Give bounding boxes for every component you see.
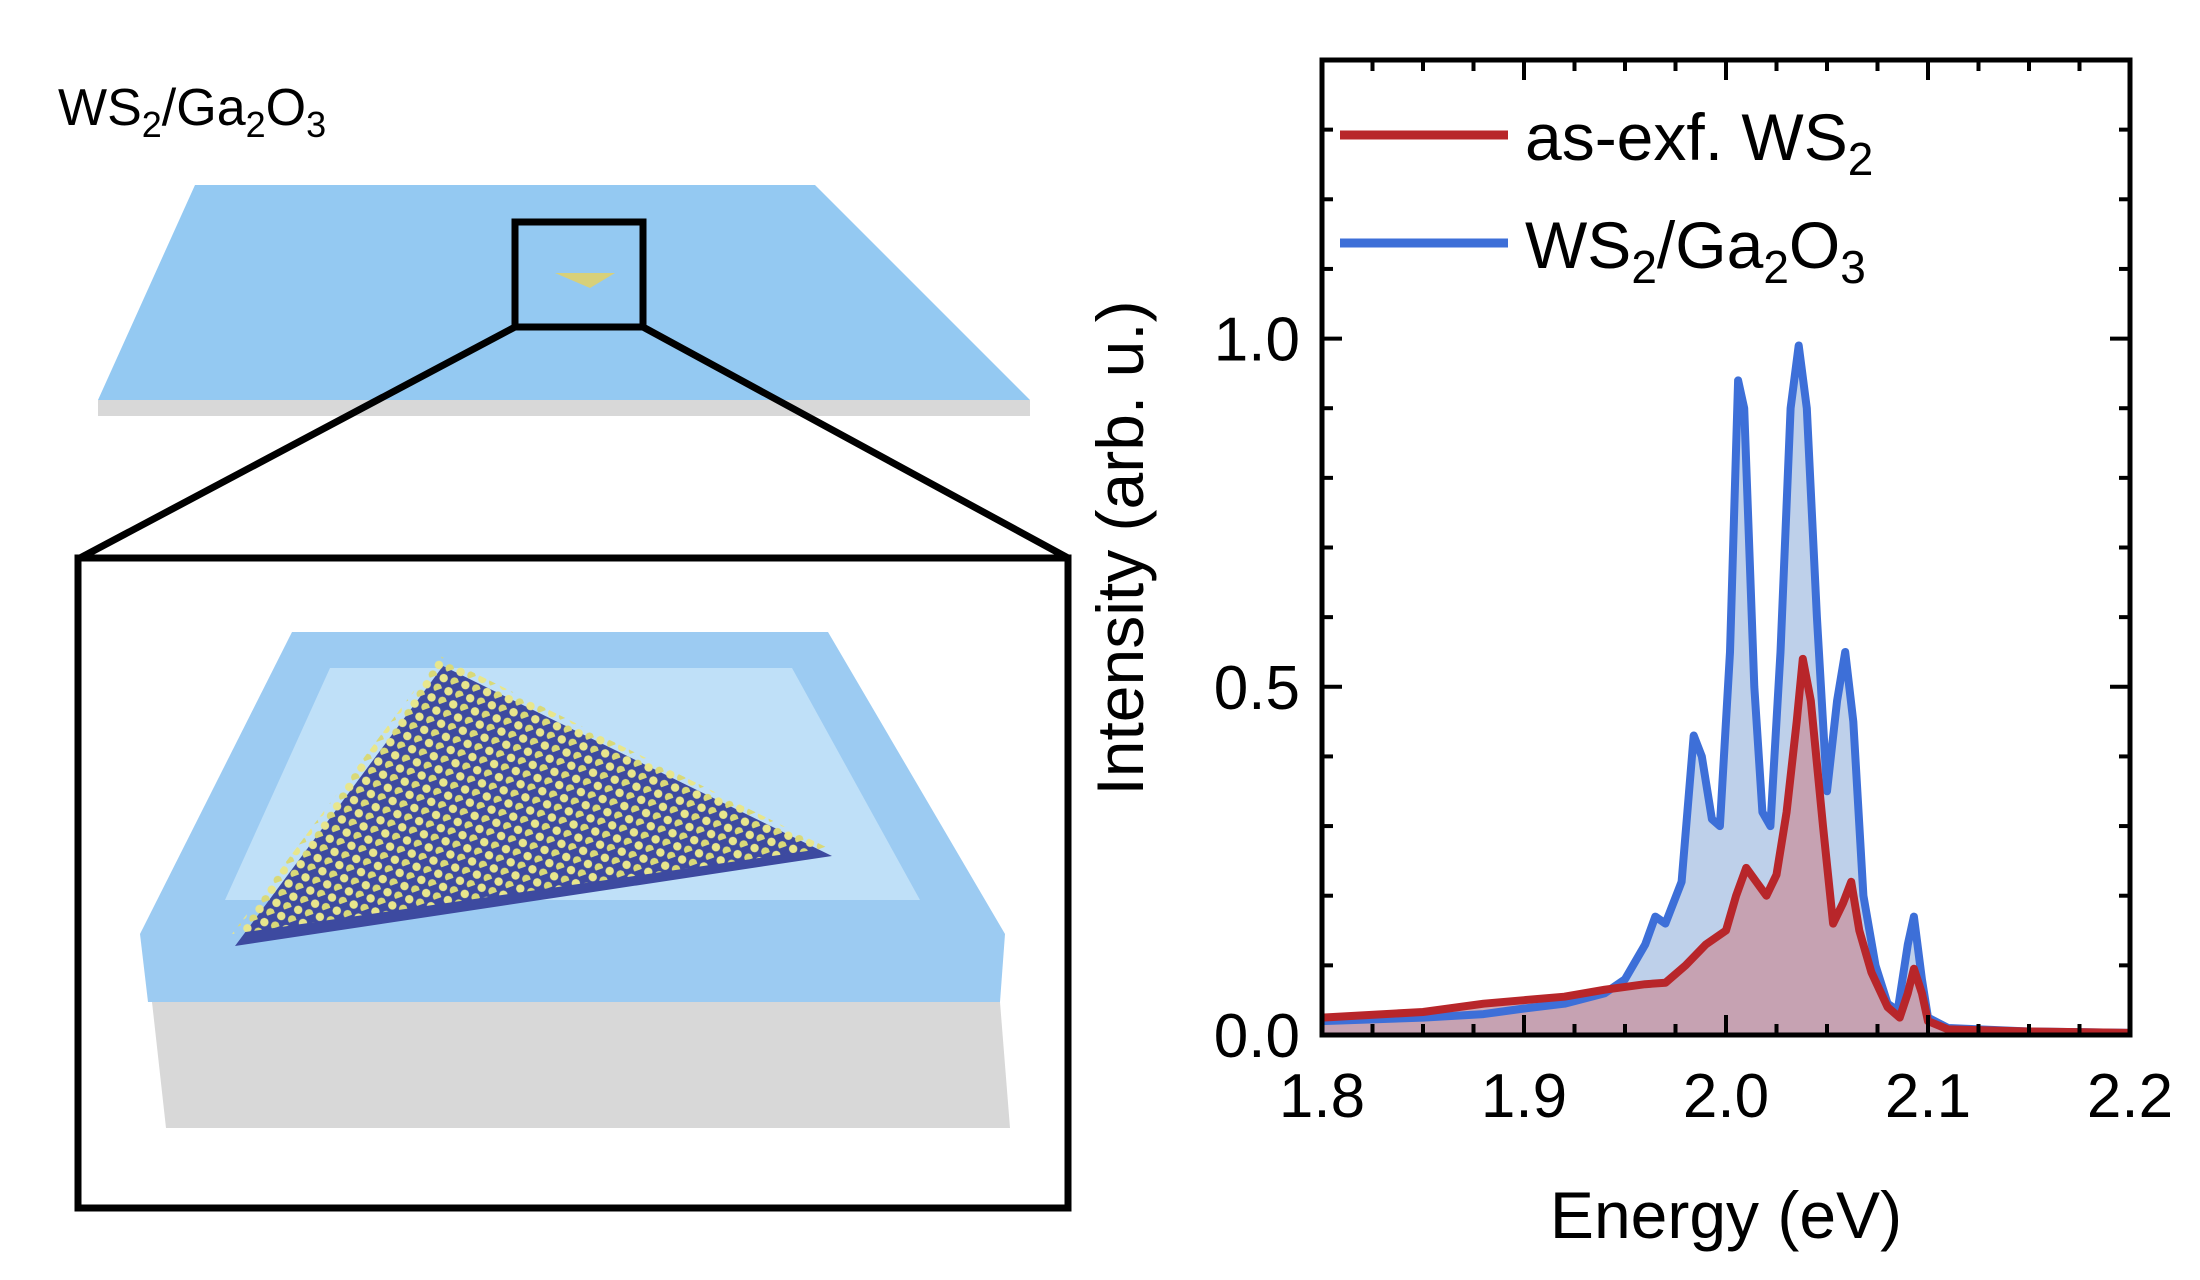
flake-small <box>555 273 615 288</box>
y-axis-label: Intensity (arb. u.) <box>1083 300 1157 795</box>
legend: as-exf. WS2 WS2/Ga2O3 <box>1340 100 1873 293</box>
zoom-line-left <box>78 323 517 562</box>
x-tick-label: 2.1 <box>1885 1062 1971 1131</box>
plot-frame <box>1319 57 2133 1038</box>
schematic-title: WS2/Ga2O3 <box>58 79 326 145</box>
x-tick-label: 2.2 <box>2087 1062 2173 1131</box>
series-areas <box>1322 345 2130 1035</box>
pl-spectrum-chart: 1.8 1.9 2.0 2.1 2.2 0.0 0.5 1.0 Energy (eV) Int… <box>1083 57 2173 1252</box>
x-axis-label: Energy (eV) <box>1550 1178 1902 1252</box>
series-line-1 <box>1321 341 2131 1037</box>
schematic-panel: WS2/Ga2O3 <box>58 79 1072 1212</box>
series-area-0 <box>1322 658 2130 1035</box>
x-tick-label: 1.9 <box>1481 1062 1567 1131</box>
y-tick-label: 1.0 <box>1214 306 1300 375</box>
zoom-box <box>511 218 647 331</box>
legend-label-ws2-ga2o3: WS2/Ga2O3 <box>1525 208 1866 293</box>
ws2-flake <box>232 656 828 934</box>
y-tick-label: 0.5 <box>1214 654 1300 723</box>
x-tick-label: 2.0 <box>1683 1062 1769 1131</box>
substrate-enlarged <box>140 632 1010 1128</box>
tick-labels: 1.8 1.9 2.0 2.1 2.2 0.0 0.5 1.0 <box>1214 306 2173 1131</box>
series-lines <box>1321 341 2131 1037</box>
zoom-frame <box>74 554 1072 1212</box>
legend-label-as-exf: as-exf. WS2 <box>1525 100 1873 185</box>
substrate-overview <box>98 185 1030 416</box>
zoom-indicator <box>74 218 1072 1212</box>
zoom-line-right <box>641 323 1070 562</box>
x-tick-label: 1.8 <box>1279 1062 1365 1131</box>
y-tick-label: 0.0 <box>1214 1002 1300 1071</box>
series-line-0 <box>1321 654 2131 1037</box>
series-area-1 <box>1322 345 2130 1035</box>
